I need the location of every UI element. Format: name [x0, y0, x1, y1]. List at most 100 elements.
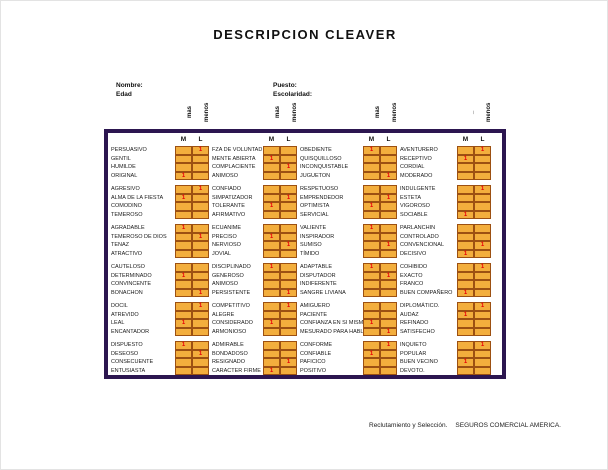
mark-cell-m[interactable] [457, 280, 474, 289]
mark-cell-m[interactable]: 1 [457, 210, 474, 219]
mark-cell-m[interactable] [457, 263, 474, 272]
mark-cell-l[interactable] [474, 349, 491, 358]
mark-cell-m[interactable] [263, 288, 280, 297]
mark-cell-m[interactable] [175, 249, 192, 258]
mark-cell-l[interactable] [474, 288, 491, 297]
mark-cell-l[interactable] [280, 202, 297, 211]
mark-cell-l[interactable] [474, 224, 491, 233]
mark-cell-l[interactable] [280, 263, 297, 272]
mark-cell-l[interactable] [380, 263, 397, 272]
mark-cell-l[interactable] [192, 366, 209, 375]
mark-cell-l[interactable] [280, 232, 297, 241]
mark-cell-m[interactable] [363, 185, 380, 194]
mark-cell-l[interactable] [192, 193, 209, 202]
mark-cell-l[interactable]: 1 [474, 302, 491, 311]
mark-cell-l[interactable] [280, 224, 297, 233]
mark-cell-m[interactable] [263, 280, 280, 289]
mark-cell-m[interactable]: 1 [363, 319, 380, 328]
mark-cell-l[interactable] [380, 224, 397, 233]
mark-cell-m[interactable] [175, 241, 192, 250]
mark-cell-l[interactable] [474, 366, 491, 375]
mark-cell-m[interactable] [363, 358, 380, 367]
mark-cell-l[interactable] [380, 146, 397, 155]
mark-cell-l[interactable] [192, 224, 209, 233]
mark-cell-l[interactable] [474, 327, 491, 336]
mark-cell-m[interactable] [263, 193, 280, 202]
mark-cell-m[interactable] [175, 327, 192, 336]
mark-cell-l[interactable] [380, 163, 397, 172]
mark-cell-l[interactable] [192, 241, 209, 250]
mark-cell-m[interactable] [457, 163, 474, 172]
mark-cell-m[interactable] [457, 193, 474, 202]
mark-cell-l[interactable] [280, 310, 297, 319]
mark-cell-m[interactable] [175, 210, 192, 219]
mark-cell-l[interactable]: 1 [380, 193, 397, 202]
mark-cell-l[interactable]: 1 [280, 241, 297, 250]
mark-cell-l[interactable] [280, 280, 297, 289]
mark-cell-m[interactable] [175, 263, 192, 272]
mark-cell-l[interactable]: 1 [280, 193, 297, 202]
mark-cell-m[interactable]: 1 [457, 288, 474, 297]
mark-cell-l[interactable] [474, 210, 491, 219]
mark-cell-m[interactable]: 1 [175, 271, 192, 280]
mark-cell-l[interactable] [474, 280, 491, 289]
mark-cell-m[interactable] [363, 163, 380, 172]
mark-cell-l[interactable]: 1 [474, 241, 491, 250]
mark-cell-m[interactable] [457, 146, 474, 155]
mark-cell-m[interactable] [363, 241, 380, 250]
mark-cell-l[interactable] [192, 210, 209, 219]
mark-cell-m[interactable]: 1 [263, 366, 280, 375]
mark-cell-m[interactable]: 1 [263, 202, 280, 211]
mark-cell-l[interactable] [474, 249, 491, 258]
mark-cell-l[interactable] [280, 249, 297, 258]
mark-cell-m[interactable] [175, 302, 192, 311]
mark-cell-l[interactable] [380, 319, 397, 328]
mark-cell-m[interactable] [175, 349, 192, 358]
mark-cell-m[interactable] [363, 210, 380, 219]
mark-cell-l[interactable]: 1 [474, 263, 491, 272]
mark-cell-m[interactable] [175, 185, 192, 194]
mark-cell-l[interactable]: 1 [380, 271, 397, 280]
mark-cell-m[interactable] [363, 341, 380, 350]
mark-cell-m[interactable] [263, 224, 280, 233]
mark-cell-l[interactable] [474, 271, 491, 280]
mark-cell-m[interactable] [363, 154, 380, 163]
mark-cell-l[interactable] [192, 271, 209, 280]
mark-cell-m[interactable] [457, 302, 474, 311]
mark-cell-l[interactable] [192, 202, 209, 211]
mark-cell-l[interactable] [192, 154, 209, 163]
mark-cell-l[interactable] [474, 202, 491, 211]
mark-cell-l[interactable] [380, 288, 397, 297]
mark-cell-m[interactable]: 1 [363, 263, 380, 272]
mark-cell-l[interactable]: 1 [192, 232, 209, 241]
mark-cell-m[interactable] [457, 241, 474, 250]
mark-cell-l[interactable]: 1 [380, 341, 397, 350]
mark-cell-l[interactable] [280, 341, 297, 350]
mark-cell-m[interactable] [363, 366, 380, 375]
mark-cell-l[interactable] [380, 249, 397, 258]
mark-cell-l[interactable] [280, 366, 297, 375]
mark-cell-m[interactable]: 1 [457, 249, 474, 258]
mark-cell-m[interactable] [263, 185, 280, 194]
mark-cell-m[interactable]: 1 [363, 349, 380, 358]
mark-cell-m[interactable] [175, 366, 192, 375]
mark-cell-l[interactable]: 1 [280, 358, 297, 367]
mark-cell-m[interactable]: 1 [363, 202, 380, 211]
mark-cell-l[interactable]: 1 [380, 171, 397, 180]
mark-cell-l[interactable]: 1 [474, 146, 491, 155]
mark-cell-l[interactable] [380, 185, 397, 194]
mark-cell-m[interactable] [263, 163, 280, 172]
mark-cell-l[interactable] [280, 146, 297, 155]
mark-cell-m[interactable] [363, 193, 380, 202]
mark-cell-l[interactable] [380, 349, 397, 358]
mark-cell-m[interactable] [457, 224, 474, 233]
mark-cell-l[interactable]: 1 [280, 288, 297, 297]
mark-cell-m[interactable] [263, 171, 280, 180]
mark-cell-m[interactable] [457, 171, 474, 180]
mark-cell-l[interactable]: 1 [192, 288, 209, 297]
mark-cell-m[interactable] [457, 341, 474, 350]
mark-cell-l[interactable]: 1 [380, 241, 397, 250]
mark-cell-m[interactable] [263, 146, 280, 155]
mark-cell-m[interactable] [263, 341, 280, 350]
mark-cell-m[interactable] [263, 310, 280, 319]
